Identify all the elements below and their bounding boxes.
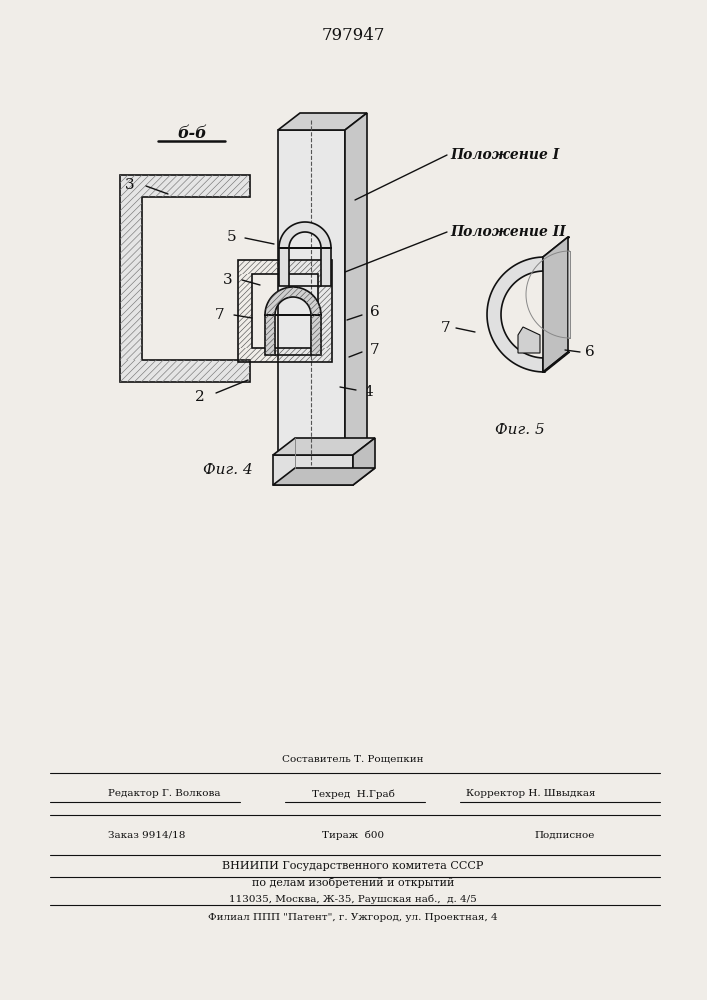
- Text: 3: 3: [223, 273, 233, 287]
- Text: Корректор Н. Швыдкая: Корректор Н. Швыдкая: [465, 790, 595, 798]
- Text: 797947: 797947: [321, 26, 385, 43]
- Text: 7: 7: [215, 308, 225, 322]
- Text: Редактор Г. Волкова: Редактор Г. Волкова: [108, 790, 221, 798]
- Text: Положение I: Положение I: [450, 148, 559, 162]
- Text: б-б: б-б: [177, 125, 207, 142]
- Text: 6: 6: [370, 305, 380, 319]
- Text: Фиг. 4: Фиг. 4: [203, 463, 253, 477]
- Text: Фиг. 5: Фиг. 5: [495, 423, 545, 437]
- Polygon shape: [265, 287, 321, 355]
- Polygon shape: [543, 237, 568, 372]
- Polygon shape: [278, 113, 367, 130]
- Text: по делам изобретений и открытий: по делам изобретений и открытий: [252, 876, 454, 888]
- Polygon shape: [120, 175, 250, 382]
- Text: Заказ 9914/18: Заказ 9914/18: [108, 830, 185, 840]
- Text: 6: 6: [585, 345, 595, 359]
- Polygon shape: [487, 257, 544, 372]
- Polygon shape: [273, 468, 375, 485]
- Polygon shape: [273, 455, 353, 485]
- Polygon shape: [278, 130, 345, 455]
- Text: 7: 7: [441, 321, 451, 335]
- Text: 113035, Москва, Ж-35, Раушская наб.,  д. 4/5: 113035, Москва, Ж-35, Раушская наб., д. …: [229, 894, 477, 904]
- Text: 2: 2: [195, 390, 205, 404]
- Polygon shape: [279, 222, 331, 286]
- Text: Составитель Т. Рощепкин: Составитель Т. Рощепкин: [282, 754, 423, 764]
- Text: 5: 5: [227, 230, 237, 244]
- Polygon shape: [568, 251, 570, 338]
- Polygon shape: [518, 327, 540, 353]
- Text: Филиал ППП "Патент", г. Ужгород, ул. Проектная, 4: Филиал ППП "Патент", г. Ужгород, ул. Про…: [208, 914, 498, 922]
- Text: 4: 4: [363, 385, 373, 399]
- Polygon shape: [543, 237, 570, 257]
- Text: Тираж  б00: Тираж б00: [322, 830, 384, 840]
- Polygon shape: [273, 438, 375, 455]
- Polygon shape: [345, 113, 367, 455]
- Text: Подписное: Подписное: [534, 830, 595, 840]
- Polygon shape: [543, 352, 570, 372]
- Text: 3: 3: [125, 178, 135, 192]
- Text: Положение II: Положение II: [450, 225, 566, 239]
- Text: 7: 7: [370, 343, 380, 357]
- Text: Техред  Н.Граб: Техред Н.Граб: [312, 789, 395, 799]
- Text: ВНИИПИ Государственного комитета СССР: ВНИИПИ Государственного комитета СССР: [222, 861, 484, 871]
- Polygon shape: [353, 438, 375, 485]
